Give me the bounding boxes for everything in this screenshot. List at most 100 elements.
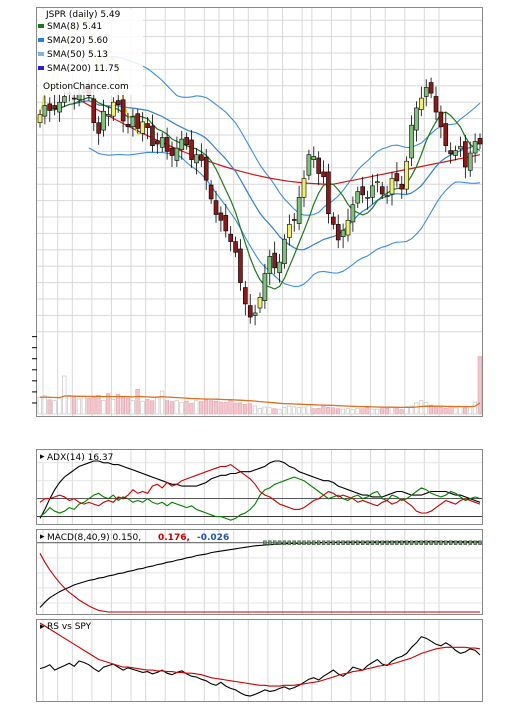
macd-histogram-bar — [365, 540, 370, 545]
macd-histogram-bar — [351, 540, 355, 545]
volume-bar — [355, 407, 360, 415]
macd-histogram-bar — [317, 540, 321, 545]
macd-histogram-bar — [375, 540, 379, 545]
volume-bar — [120, 396, 126, 415]
volume-bar — [199, 401, 204, 415]
volume-bar — [76, 398, 82, 415]
macd-histogram-bar — [409, 540, 414, 545]
candle-body — [345, 219, 351, 236]
candle-body — [326, 171, 331, 215]
candle-body — [140, 121, 145, 134]
macd-histogram-bar — [434, 540, 438, 545]
legend-swatch-sma200 — [38, 66, 44, 70]
volume-bar — [399, 409, 404, 415]
volume-bar — [57, 397, 62, 415]
volume-bar — [101, 399, 106, 415]
volume-bar — [428, 404, 434, 415]
candle-body — [316, 157, 321, 174]
candle-body — [233, 241, 238, 253]
volume-bar — [287, 405, 292, 415]
legend-swatch-sma20 — [38, 38, 44, 42]
volume-bar — [296, 407, 302, 415]
macd-histogram-bar — [292, 540, 296, 545]
volume-bar — [467, 406, 473, 415]
volume-bar — [106, 393, 111, 415]
volume-bars — [37, 356, 482, 415]
volume-bar — [238, 402, 243, 415]
volume-bar — [81, 396, 86, 415]
indicator-series-line — [39, 622, 481, 687]
macd-histogram-bar — [429, 540, 433, 545]
macd-histogram-bar — [473, 540, 477, 545]
candle-body — [472, 141, 478, 154]
candle-body — [252, 312, 258, 316]
candle-body — [150, 125, 155, 146]
candle-body — [169, 147, 175, 156]
candle-body — [111, 101, 116, 117]
candle-body — [106, 114, 111, 117]
candle-body — [57, 101, 62, 113]
candle-body — [174, 147, 180, 161]
volume-bar — [125, 397, 130, 415]
macd-histogram-bar — [463, 540, 467, 545]
candlesticks — [37, 77, 483, 326]
macd-histogram-bar — [268, 540, 272, 545]
candle-body — [272, 252, 277, 269]
volume-bar — [247, 403, 253, 415]
candle-body — [228, 233, 233, 242]
volume-bar — [360, 408, 365, 415]
bollinger-upper-line — [88, 53, 481, 216]
macd-histogram-bar — [419, 540, 423, 545]
volume-bar — [169, 401, 174, 415]
volume-bar — [335, 408, 341, 415]
price-title: JSPR (daily) 5.49 — [45, 10, 121, 20]
volume-bar — [277, 408, 282, 415]
adx-panel-frame — [36, 449, 483, 525]
grid — [37, 8, 482, 701]
volume-bar — [111, 399, 116, 415]
candle-body — [218, 212, 224, 221]
macd-histogram-bar — [356, 540, 360, 545]
candle-body — [179, 138, 185, 151]
candle-body — [213, 200, 219, 215]
volume-bar — [414, 402, 419, 415]
candle-body — [291, 219, 297, 221]
candle-body — [267, 256, 273, 274]
watermark: OptionChance.com — [43, 82, 129, 92]
macd-histogram-bar — [312, 540, 316, 545]
volume-bar — [208, 400, 214, 415]
volume-bar — [365, 407, 370, 415]
rs-panel-frame — [36, 619, 483, 702]
volume-bar — [423, 402, 429, 415]
volume-bar — [419, 400, 424, 415]
candle-body — [277, 261, 282, 274]
candle-body — [203, 156, 209, 181]
candle-body — [370, 185, 375, 198]
volume-bar — [389, 406, 394, 415]
macd-signal-value: 0.176, — [158, 533, 190, 543]
candle-body — [463, 141, 468, 168]
indicator-series-line — [39, 463, 481, 514]
candle-body — [238, 248, 243, 283]
volume-bar — [37, 396, 42, 415]
volume-bar — [218, 401, 223, 415]
volume-bar — [115, 393, 121, 415]
macd-histogram-bar — [478, 540, 482, 545]
volume-bar — [71, 396, 77, 415]
macd-histogram-bar — [341, 540, 345, 545]
indicator-series-line — [39, 553, 480, 613]
candle-body — [375, 181, 380, 184]
indicator-lines — [39, 460, 482, 697]
macd-histogram-bar — [331, 540, 335, 545]
candle-body — [262, 273, 268, 301]
candle-body — [365, 197, 370, 199]
candle-body — [296, 197, 302, 224]
volume-bar — [42, 395, 47, 415]
volume-bar — [96, 395, 101, 415]
volume-bar — [267, 407, 272, 415]
macd-histogram-bar — [297, 540, 301, 545]
volume-bar — [433, 405, 438, 415]
macd-histogram-bar — [439, 540, 443, 545]
volume-bar — [164, 400, 170, 415]
volume-bar — [331, 407, 336, 415]
